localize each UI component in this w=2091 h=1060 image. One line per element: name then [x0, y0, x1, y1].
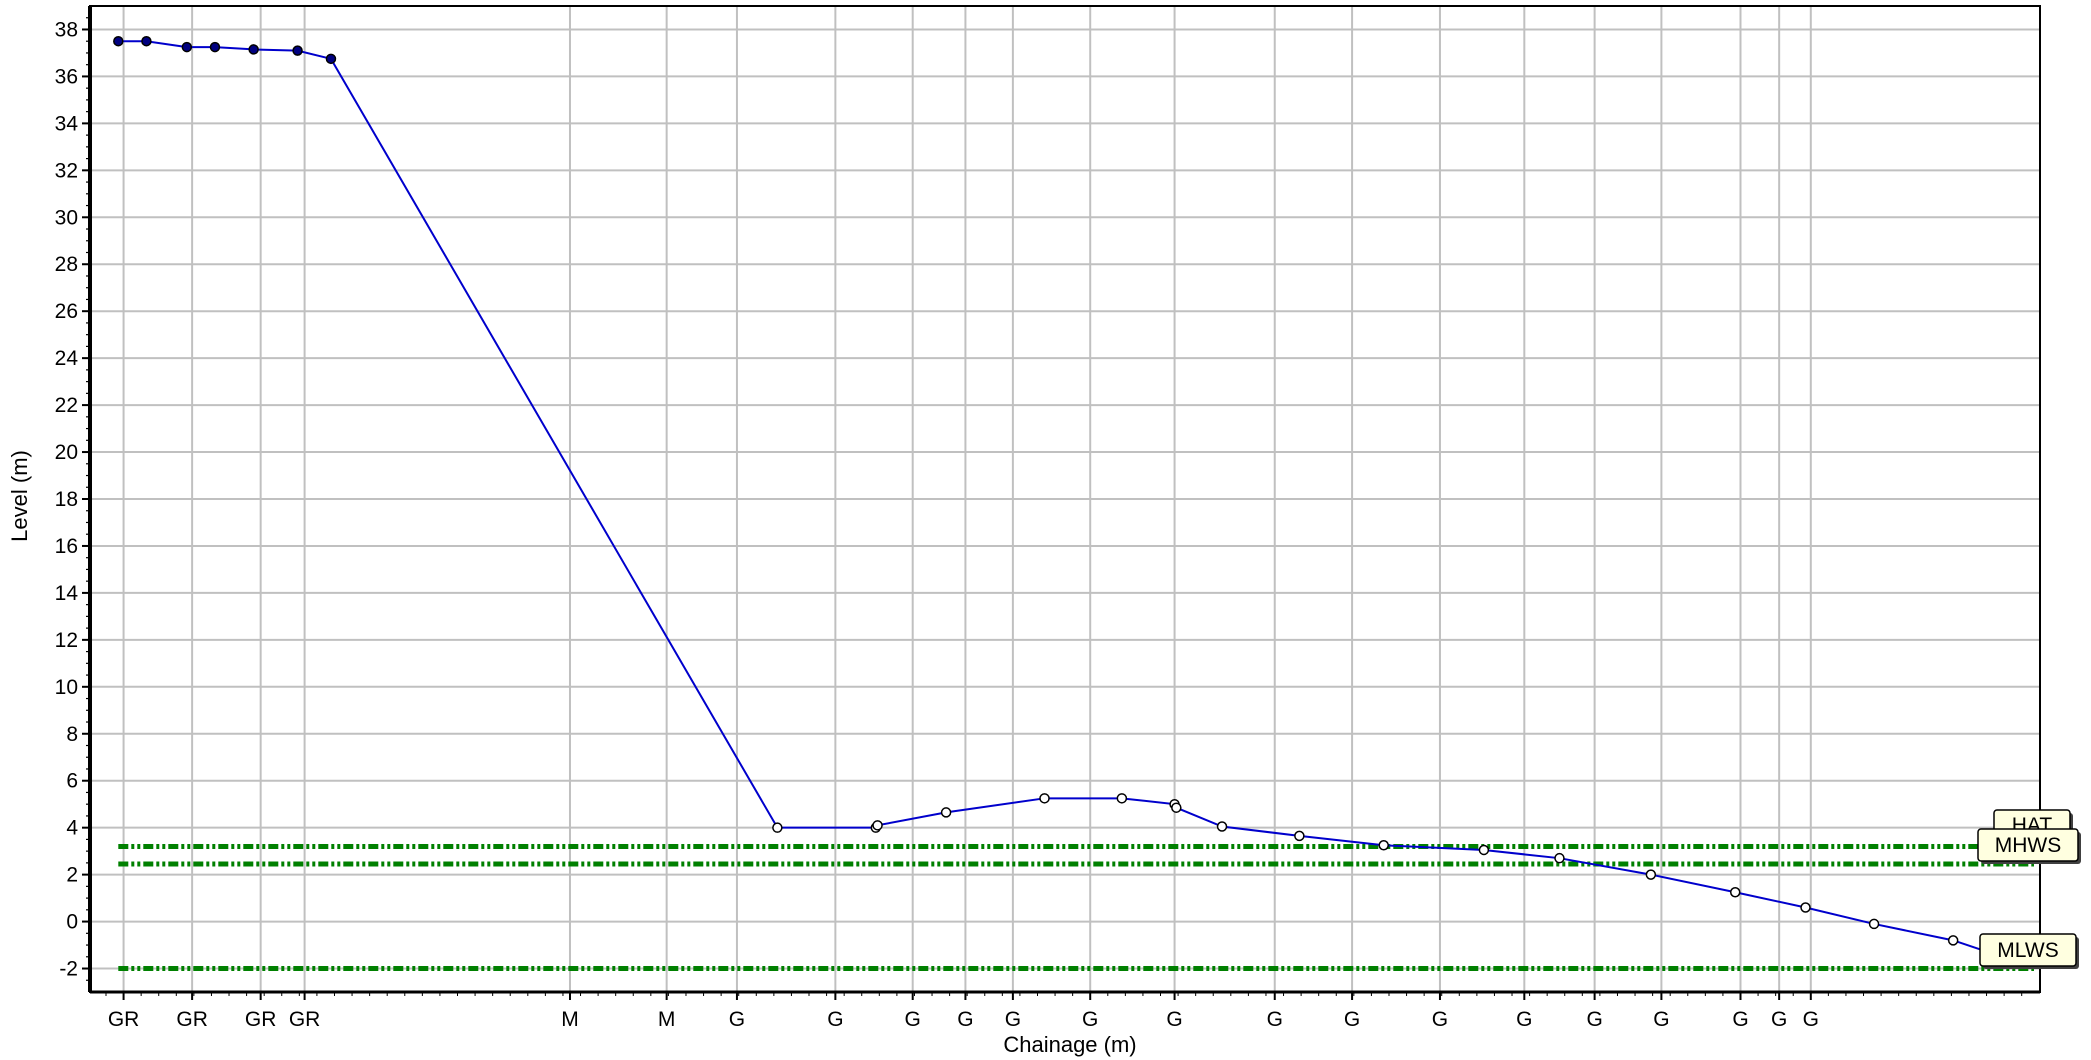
x-tick-label: G — [827, 1008, 843, 1031]
y-tick-label: 6 — [66, 770, 78, 793]
chart-grid — [90, 6, 2040, 992]
x-tick-label: G — [1516, 1008, 1532, 1031]
data-point — [1216, 821, 1228, 832]
y-tick-label: 14 — [55, 582, 79, 605]
data-point — [1800, 902, 1811, 913]
data-point — [248, 44, 259, 55]
y-tick-label: 16 — [55, 535, 78, 558]
x-axis-ticks: GR GR GR GR M M G G G G G G G G G G G G G G G G — [105, 992, 2023, 1031]
data-point — [872, 820, 883, 831]
data-point — [940, 807, 952, 818]
y-tick-label: 36 — [55, 65, 78, 88]
tide-label-text: MLWS — [1997, 939, 2058, 962]
x-tick-label: G — [1344, 1008, 1360, 1031]
tide-level-lines — [118, 843, 2034, 972]
tide-label-box — [1977, 828, 2079, 862]
x-tick-label: GR — [245, 1008, 277, 1031]
data-point — [1378, 840, 1389, 851]
x-tick-label: G — [1082, 1008, 1098, 1031]
y-tick-label: 24 — [55, 347, 79, 370]
y-tick-label: 38 — [55, 18, 78, 41]
x-tick-label: G — [1732, 1008, 1748, 1031]
data-point — [1171, 802, 1182, 813]
profile-series — [113, 35, 2040, 968]
x-tick-label: G — [1005, 1008, 1021, 1031]
y-axis-title: Level (m) — [7, 450, 32, 542]
x-tick-label: G — [1166, 1008, 1182, 1031]
y-tick-label: -2 — [59, 958, 78, 981]
data-point — [1645, 869, 1657, 880]
y-tick-label: 8 — [66, 723, 78, 746]
data-point — [772, 822, 783, 833]
x-tick-label: G — [1653, 1008, 1669, 1031]
data-point — [1039, 793, 1050, 804]
y-tick-label: 0 — [66, 911, 78, 934]
x-tick-label: GR — [108, 1008, 140, 1031]
x-tick-label: M — [658, 1008, 676, 1031]
y-tick-label: 20 — [55, 441, 78, 464]
y-tick-label: 10 — [55, 676, 78, 699]
tide-label-mlws: MLWS — [1979, 933, 2079, 969]
x-tick-label: G — [729, 1008, 745, 1031]
data-point — [1947, 935, 1959, 946]
tide-label-box — [1979, 933, 2077, 967]
data-point — [1554, 852, 1565, 864]
y-tick-label: 30 — [55, 206, 78, 229]
tide-label-text: MHWS — [1995, 834, 2062, 857]
x-axis-title: Chainage (m) — [1003, 1032, 1136, 1057]
series-line — [118, 40, 2035, 964]
data-point — [1478, 844, 1490, 856]
data-point — [113, 35, 124, 47]
x-tick-label: G — [905, 1008, 921, 1031]
data-point — [181, 41, 193, 53]
y-tick-label: 4 — [66, 817, 78, 840]
y-tick-label: 26 — [55, 300, 78, 323]
x-tick-label: G — [957, 1008, 973, 1031]
y-tick-label: 18 — [55, 488, 78, 511]
data-point — [1729, 886, 1741, 898]
y-tick-label: 22 — [55, 394, 78, 417]
x-tick-label: M — [561, 1008, 579, 1031]
y-tick-label: 2 — [66, 864, 78, 887]
data-point — [1294, 830, 1305, 842]
data-point — [1868, 918, 1880, 930]
data-point — [141, 35, 152, 47]
data-point — [209, 41, 221, 53]
x-tick-label: GR — [289, 1008, 321, 1031]
data-point — [325, 53, 337, 65]
x-tick-label: GR — [176, 1008, 208, 1031]
y-tick-label: 28 — [55, 253, 78, 276]
x-tick-label: G — [1771, 1008, 1787, 1031]
y-tick-label: 32 — [55, 159, 78, 182]
y-tick-label: 34 — [55, 112, 79, 135]
y-tick-label: 12 — [55, 629, 78, 652]
x-tick-label: G — [1803, 1008, 1819, 1031]
tide-label-mhws: MHWS — [1977, 828, 2081, 864]
x-tick-label: G — [1267, 1008, 1283, 1031]
data-point — [292, 45, 303, 56]
x-tick-label: G — [1432, 1008, 1448, 1031]
data-point — [1116, 793, 1128, 804]
x-tick-label: G — [1586, 1008, 1602, 1031]
